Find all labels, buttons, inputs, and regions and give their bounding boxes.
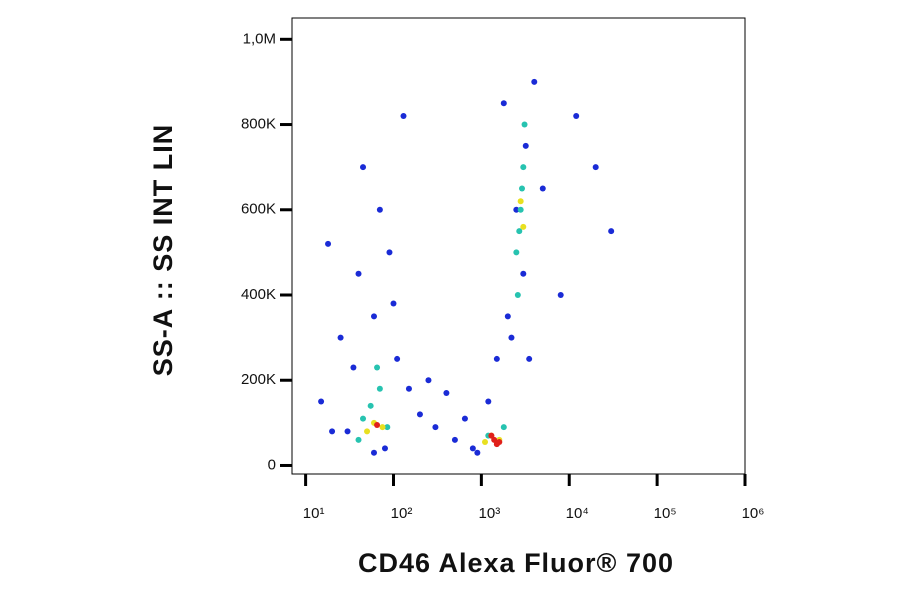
point: [329, 428, 336, 435]
point: [500, 100, 507, 107]
point: [425, 377, 432, 384]
point: [469, 445, 476, 452]
point: [451, 436, 458, 443]
point: [520, 270, 527, 277]
point: [381, 445, 388, 452]
point: [521, 121, 528, 128]
point: [504, 313, 511, 320]
point: [384, 424, 391, 431]
point: [522, 142, 529, 149]
point: [520, 164, 527, 171]
point: [360, 164, 367, 171]
point: [376, 385, 383, 392]
y-tick-label: 0: [268, 456, 276, 473]
point: [508, 334, 515, 341]
point: [461, 415, 468, 422]
point: [344, 428, 351, 435]
point: [386, 249, 393, 256]
y-tick-label: 800K: [241, 116, 276, 133]
point: [482, 439, 489, 446]
point: [485, 398, 492, 405]
point: [513, 206, 520, 213]
point: [318, 398, 325, 405]
point: [531, 78, 538, 85]
point: [493, 355, 500, 362]
x-tick-label: 10¹: [303, 505, 325, 522]
plot-frame: [291, 17, 746, 475]
point: [514, 292, 521, 299]
x-axis-title: CD46 Alexa Fluor® 700: [358, 548, 674, 578]
point: [374, 364, 381, 371]
point: [513, 249, 520, 256]
point: [432, 424, 439, 431]
point: [500, 424, 507, 431]
x-tick-label: 10⁶: [742, 505, 765, 522]
point: [367, 402, 374, 409]
point: [539, 185, 546, 192]
point: [557, 292, 564, 299]
point: [350, 364, 357, 371]
point: [379, 424, 386, 431]
point: [517, 198, 524, 205]
point: [474, 449, 481, 456]
point: [355, 436, 362, 443]
point: [337, 334, 344, 341]
point: [374, 421, 381, 428]
point: [376, 206, 383, 213]
y-tick-label: 400K: [241, 286, 276, 303]
x-tick-label: 10⁵: [654, 505, 677, 522]
point: [526, 355, 533, 362]
y-tick-label: 600K: [241, 201, 276, 218]
point: [355, 270, 362, 277]
x-tick-label: 10⁴: [566, 505, 589, 522]
point: [488, 432, 495, 439]
y-axis-title: SS-A :: SS INT LIN: [148, 124, 178, 377]
point: [592, 164, 599, 171]
point: [443, 390, 450, 397]
point: [394, 355, 401, 362]
x-tick-label: 10²: [391, 505, 413, 522]
point: [608, 228, 615, 235]
point: [325, 240, 332, 247]
point: [405, 385, 412, 392]
point: [400, 113, 407, 120]
y-tick-label: 200K: [241, 371, 276, 388]
point: [519, 185, 526, 192]
x-tick-label: 10³: [479, 505, 501, 522]
point: [364, 428, 371, 435]
point: [370, 449, 377, 456]
point: [516, 228, 523, 235]
point: [520, 223, 527, 230]
point: [517, 206, 524, 213]
point: [493, 441, 500, 448]
point: [360, 415, 367, 422]
point: [370, 313, 377, 320]
point: [573, 113, 580, 120]
y-tick-label: 1,0M: [243, 30, 276, 47]
point: [416, 411, 423, 418]
point: [390, 300, 397, 307]
